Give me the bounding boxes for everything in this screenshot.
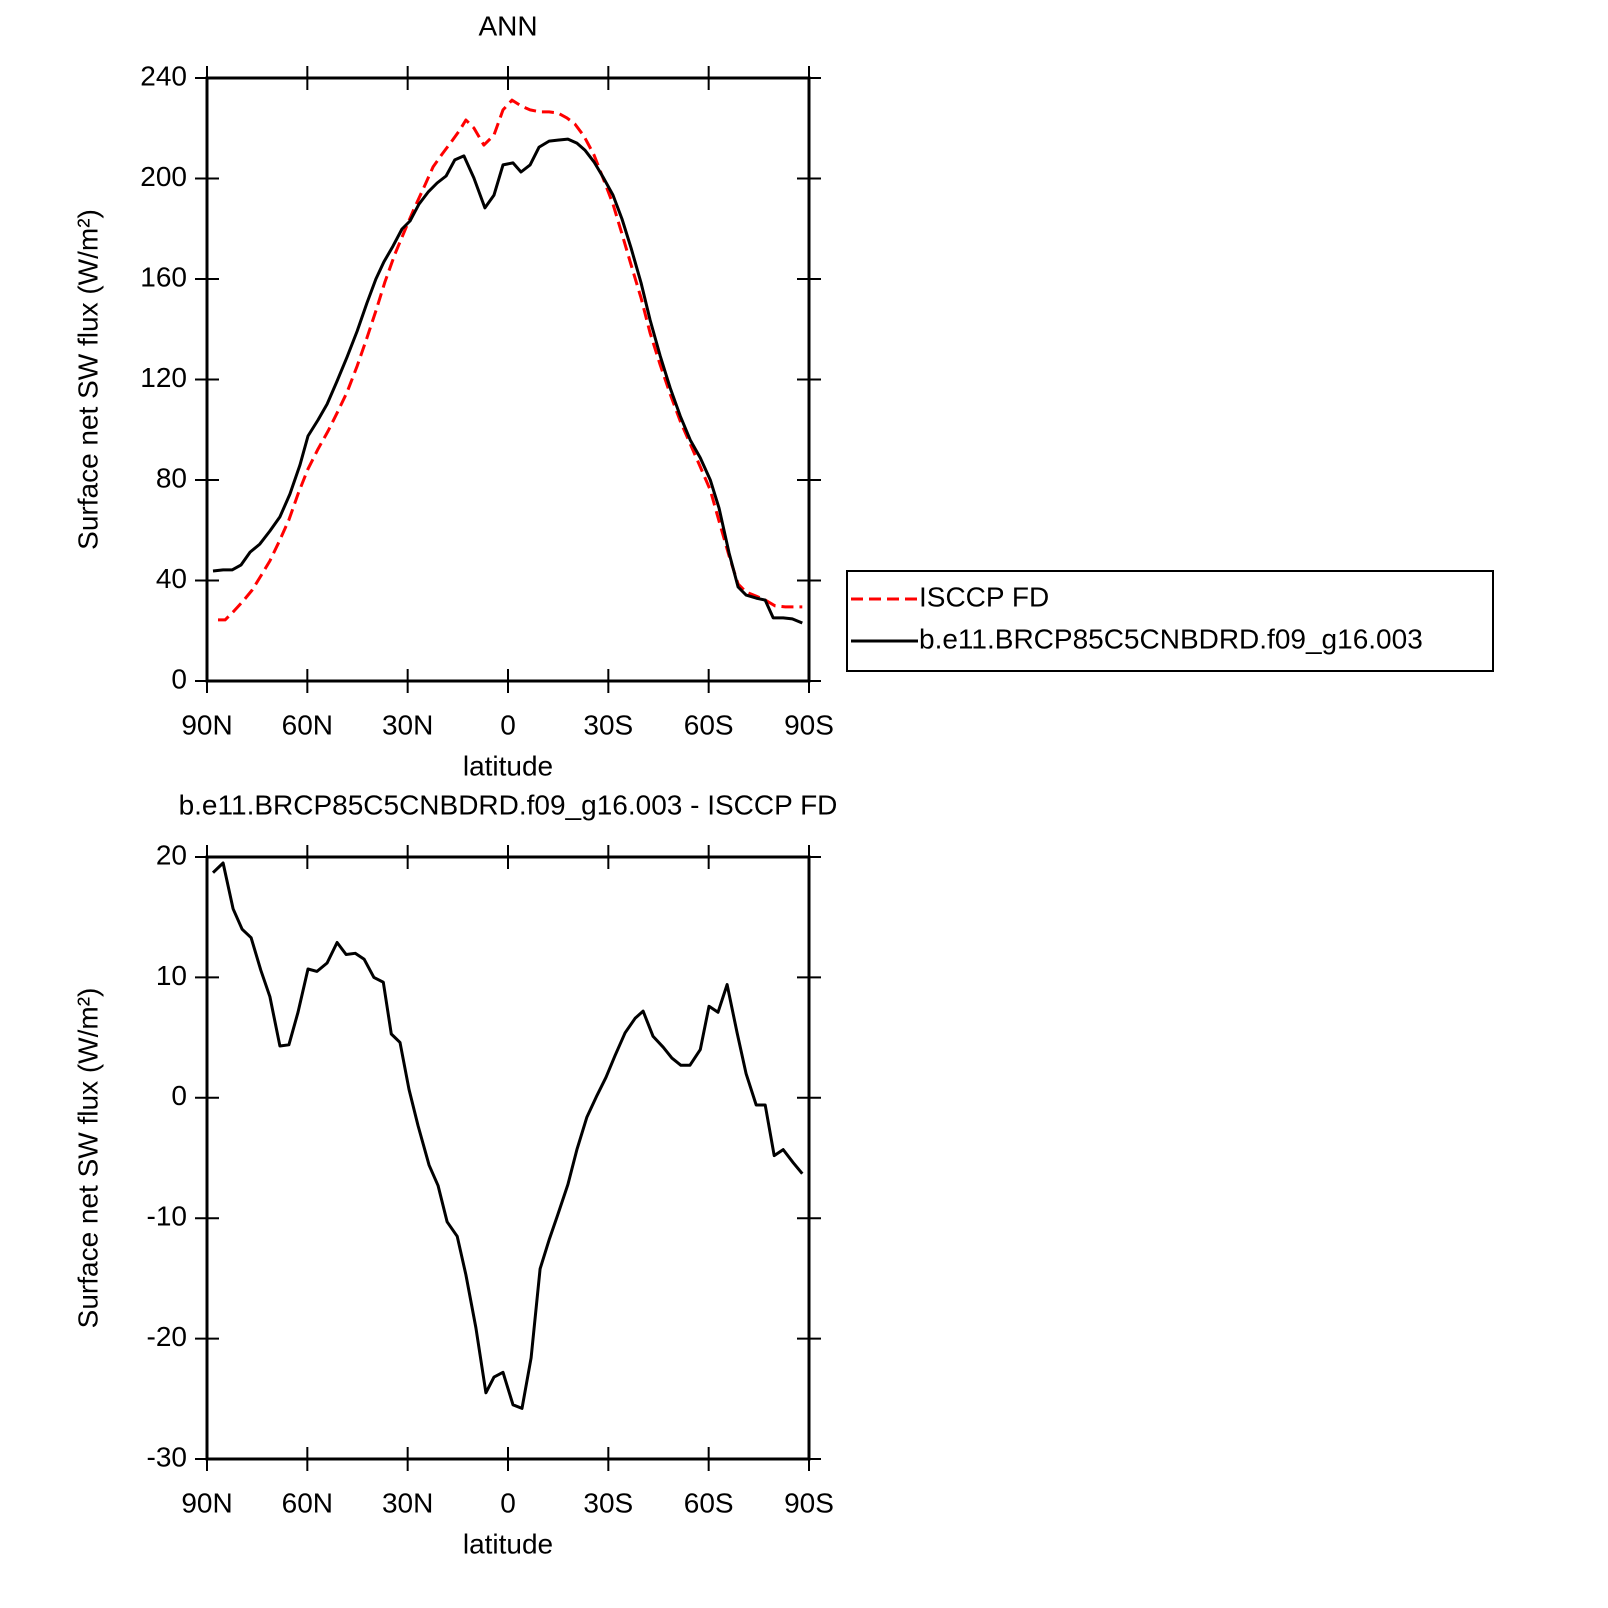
x-tick-label: 90S — [784, 709, 834, 740]
x-tick-label: 30S — [583, 1487, 633, 1518]
legend-label: ISCCP FD — [919, 581, 1049, 612]
plot-frame — [205, 855, 811, 1461]
y-axis-label: Surface net SW flux (W/m²) — [72, 209, 103, 550]
x-tick-label: 0 — [500, 709, 516, 740]
y-tick-label: 10 — [156, 960, 187, 991]
x-tick-label: 60N — [282, 709, 333, 740]
x-tick-label: 30N — [382, 1487, 433, 1518]
x-tick-label: 60S — [684, 709, 734, 740]
y-tick-label: 0 — [171, 663, 187, 694]
x-tick-label: 60S — [684, 1487, 734, 1518]
data-line — [211, 861, 804, 1410]
chart-title: b.e11.BRCP85C5CNBDRD.f09_g16.003 - ISCCP… — [179, 789, 838, 820]
x-tick-label: 90N — [181, 709, 232, 740]
data-line — [218, 98, 803, 622]
y-tick-label: 80 — [156, 462, 187, 493]
legend-label: b.e11.BRCP85C5CNBDRD.f09_g16.003 — [919, 623, 1423, 654]
y-tick-label: 120 — [140, 362, 187, 393]
x-axis-label: latitude — [463, 1528, 553, 1559]
data-line — [212, 137, 803, 625]
y-tick-label: -30 — [147, 1441, 187, 1472]
y-tick-label: 20 — [156, 839, 187, 870]
plot-frame — [205, 76, 811, 683]
y-tick-label: 240 — [140, 60, 187, 91]
y-tick-label: 160 — [140, 261, 187, 292]
y-tick-label: -20 — [147, 1321, 187, 1352]
x-tick-label: 30N — [382, 709, 433, 740]
y-tick-label: 200 — [140, 161, 187, 192]
x-tick-label: 90S — [784, 1487, 834, 1518]
y-axis-label: Surface net SW flux (W/m²) — [72, 988, 103, 1329]
x-tick-label: 90N — [181, 1487, 232, 1518]
y-tick-label: -10 — [147, 1201, 187, 1232]
x-tick-label: 60N — [282, 1487, 333, 1518]
y-tick-label: 0 — [171, 1080, 187, 1111]
legend-box — [846, 570, 1494, 672]
x-tick-label: 0 — [500, 1487, 516, 1518]
y-tick-label: 40 — [156, 563, 187, 594]
x-axis-label: latitude — [463, 750, 553, 781]
chart-title: ANN — [478, 10, 537, 41]
x-tick-label: 30S — [583, 709, 633, 740]
